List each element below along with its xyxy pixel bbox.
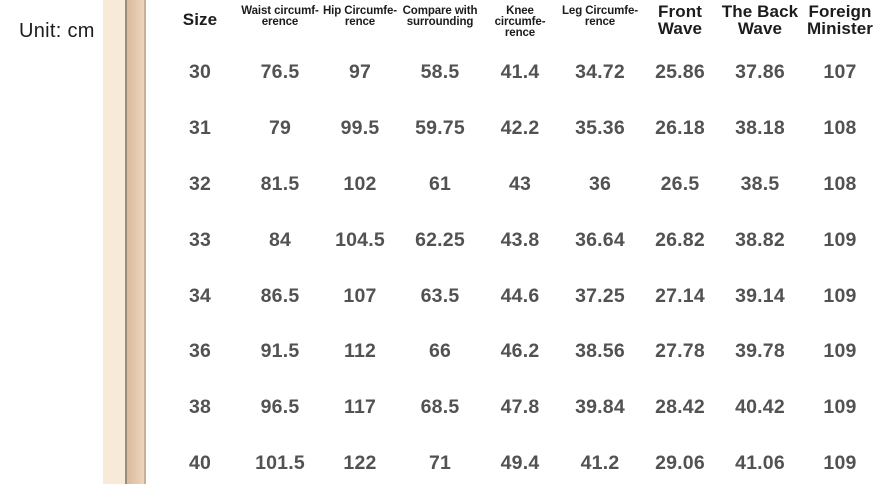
table-cell: 35.36: [575, 117, 625, 140]
table-cell: 49.4: [500, 451, 540, 474]
table-cell: 96.5: [260, 396, 300, 419]
table-row: 30 76.5 97 58.5 41.4 34.72 25.86 37.86 107: [160, 45, 884, 101]
table-cell: 107: [823, 61, 857, 84]
column-header: Waist circumf-erence: [241, 5, 319, 28]
table-cell: 34.72: [575, 61, 625, 84]
table-cell: 26.82: [655, 228, 705, 251]
table-cell: 43.8: [500, 228, 540, 251]
table-cell: 58.5: [420, 61, 460, 84]
decor-stripe-peach: [127, 0, 144, 484]
table-cell: 25.86: [655, 61, 705, 84]
table-cell: 42.2: [500, 117, 540, 140]
table-cell: 29.06: [655, 451, 705, 474]
decor-stripe-divider: [125, 0, 127, 484]
table-cell: 38.18: [735, 117, 785, 140]
table-cell: 79: [268, 117, 292, 140]
table-cell: 26.5: [660, 172, 700, 195]
table-cell: 27.14: [655, 284, 705, 307]
column-header: Compare with surrounding: [402, 5, 478, 28]
table-cell: 109: [823, 451, 857, 474]
table-cell: 41.06: [735, 451, 785, 474]
table-cell: 40: [188, 451, 212, 474]
table-cell: 61: [428, 172, 452, 195]
table-cell: 43: [508, 172, 532, 195]
table-cell: 101.5: [255, 451, 305, 474]
table-row: 36 91.5 112 66 46.2 38.56 27.78 39.78 109: [160, 324, 884, 380]
table-cell: 47.8: [500, 396, 540, 419]
table-cell: 31: [188, 117, 212, 140]
table-cell: 99.5: [340, 117, 380, 140]
table-cell: 27.78: [655, 340, 705, 363]
table-cell: 112: [343, 340, 377, 363]
table-cell: 122: [343, 451, 377, 474]
table-cell: 71: [428, 451, 452, 474]
column-header: Knee circumfe-rence: [494, 5, 546, 39]
table-cell: 46.2: [500, 340, 540, 363]
table-cell: 66: [428, 340, 452, 363]
table-cell: 68.5: [420, 396, 460, 419]
table-cell: 108: [823, 117, 857, 140]
table-cell: 81.5: [260, 172, 300, 195]
table-cell: 59.75: [415, 117, 465, 140]
table-row: 33 84 104.5 62.25 43.8 36.64 26.82 38.82 109: [160, 212, 884, 268]
column-header: Leg Circumfe-rence: [561, 5, 639, 28]
decor-stripe-cream: [103, 0, 125, 484]
size-chart-table: Size Waist circumf-erence Hip Circumfe-ren…: [160, 0, 884, 491]
table-cell: 62.25: [415, 228, 465, 251]
decor-stripe-edge: [144, 0, 146, 484]
table-cell: 38: [188, 396, 212, 419]
table-cell: 109: [823, 228, 857, 251]
table-cell: 102: [343, 172, 377, 195]
table-cell: 34: [188, 284, 212, 307]
table-cell: 44.6: [500, 284, 540, 307]
column-header: Size: [182, 10, 218, 29]
table-cell: 38.5: [740, 172, 780, 195]
table-row: 40 101.5 122 71 49.4 41.2 29.06 41.06 109: [160, 436, 884, 491]
table-cell: 91.5: [260, 340, 300, 363]
table-cell: 76.5: [260, 61, 300, 84]
table-cell: 117: [343, 396, 377, 419]
table-cell: 32: [188, 172, 212, 195]
table-cell: 38.56: [575, 340, 625, 363]
column-header: Front Wave: [657, 2, 703, 38]
table-cell: 33: [188, 228, 212, 251]
table-cell: 36.64: [575, 228, 625, 251]
table-row: 38 96.5 117 68.5 47.8 39.84 28.42 40.42 109: [160, 380, 884, 436]
table-cell: 39.84: [575, 396, 625, 419]
table-cell: 37.25: [575, 284, 625, 307]
table-cell: 36: [188, 340, 212, 363]
table-cell: 39.14: [735, 284, 785, 307]
unit-label: Unit: cm: [19, 20, 95, 42]
table-cell: 63.5: [420, 284, 460, 307]
table-cell: 40.42: [735, 396, 785, 419]
table-cell: 109: [823, 340, 857, 363]
table-cell: 28.42: [655, 396, 705, 419]
table-cell: 107: [343, 284, 377, 307]
table-cell: 38.82: [735, 228, 785, 251]
column-header: Foreign Minister: [807, 2, 873, 38]
table-cell: 97: [348, 61, 372, 84]
table-cell: 41.4: [500, 61, 540, 84]
table-cell: 86.5: [260, 284, 300, 307]
table-cell: 36: [588, 172, 612, 195]
table-cell: 26.18: [655, 117, 705, 140]
table-cell: 108: [823, 172, 857, 195]
table-cell: 39.78: [735, 340, 785, 363]
table-cell: 37.86: [735, 61, 785, 84]
table-cell: 109: [823, 284, 857, 307]
column-header: The Back Wave: [721, 2, 799, 38]
table-cell: 41.2: [580, 451, 620, 474]
size-table-body: 30 76.5 97 58.5 41.4 34.72 25.86 37.86 107 31 79 99…: [160, 45, 884, 491]
table-cell: 84: [268, 228, 292, 251]
table-cell: 30: [188, 61, 212, 84]
table-row: 32 81.5 102 61 43 36 26.5 38.5 108: [160, 157, 884, 213]
table-row: 34 86.5 107 63.5 44.6 37.25 27.14 39.14 109: [160, 268, 884, 324]
table-row: 31 79 99.5 59.75 42.2 35.36 26.18 38.18 108: [160, 101, 884, 157]
table-header-row: Size Waist circumf-erence Hip Circumfe-ren…: [160, 0, 884, 45]
table-cell: 104.5: [335, 228, 385, 251]
column-header: Hip Circumfe-rence: [322, 5, 398, 28]
table-cell: 109: [823, 396, 857, 419]
